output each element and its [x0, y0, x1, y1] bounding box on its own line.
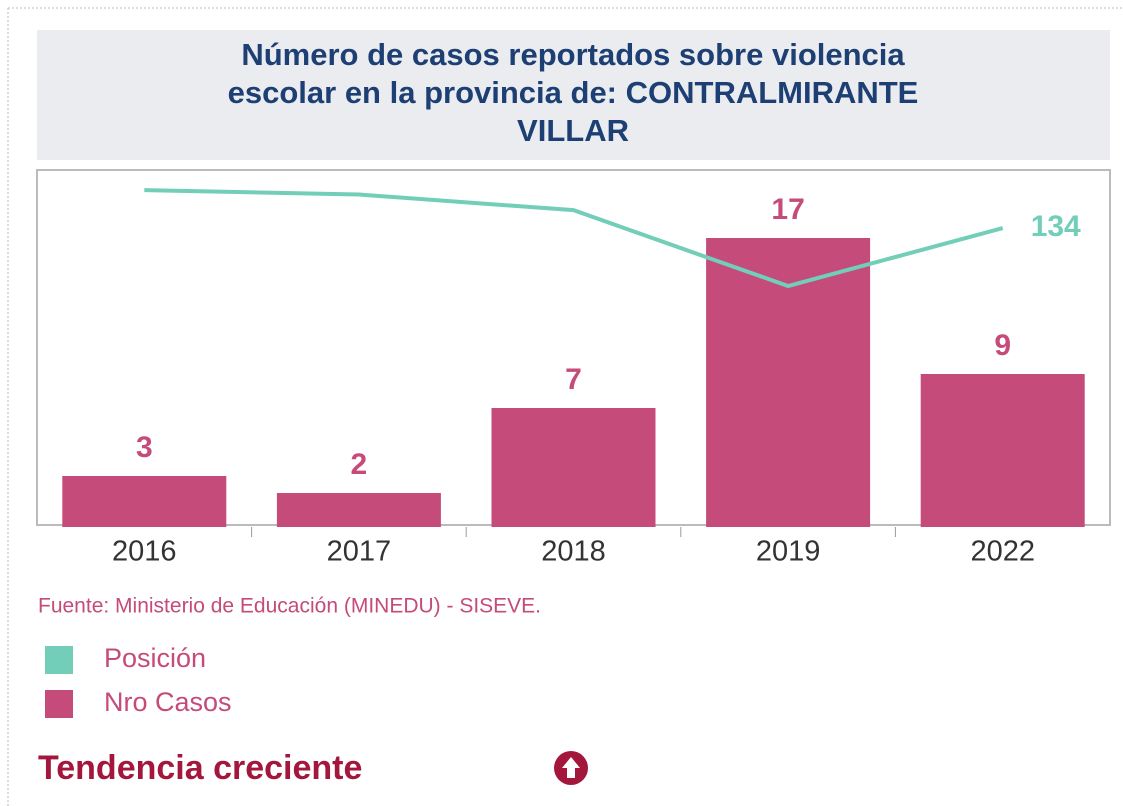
x-tick-label: 2019 [756, 536, 821, 568]
legend-swatch [45, 690, 73, 718]
bar [276, 493, 441, 527]
trend-label: Tendencia creciente [38, 749, 362, 787]
line [144, 188, 1004, 289]
x-tick-label: 2022 [970, 536, 1035, 568]
legend-swatch [45, 646, 73, 674]
bar [62, 476, 227, 527]
chart-title: Número de casos reportados sobre violenc… [228, 37, 919, 148]
bar-value-label: 7 [565, 363, 582, 396]
line-value-label: 134 [1031, 210, 1081, 243]
title-box [37, 30, 1110, 160]
bar [706, 238, 871, 527]
legend-label: Nro Casos [104, 687, 232, 717]
x-tick-label: 2018 [541, 536, 606, 568]
bar [491, 408, 656, 527]
legend-label: Posición [104, 643, 206, 673]
x-tick-label: 2017 [327, 536, 392, 568]
x-tick-label: 2016 [112, 536, 177, 568]
bar [920, 374, 1085, 527]
bar-value-label: 17 [771, 193, 804, 226]
bar-value-label: 2 [351, 448, 368, 481]
bar-value-label: 9 [994, 329, 1011, 362]
trend-arrow [562, 757, 580, 778]
source-note: Fuente: Ministerio de Educación (MINEDU)… [38, 595, 541, 618]
bar-value-label: 3 [136, 431, 153, 464]
